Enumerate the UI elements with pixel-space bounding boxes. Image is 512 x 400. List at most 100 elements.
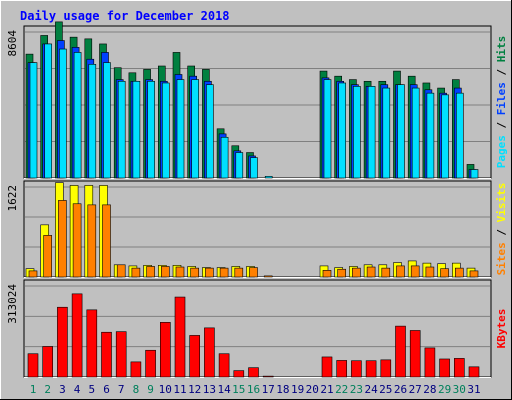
bar-sites-day-21	[322, 270, 332, 278]
bar-kbytes-day-26	[395, 325, 406, 378]
bar-kbytes-day-21	[321, 356, 333, 378]
day-label-20: 20	[306, 383, 319, 396]
day-label-15: 15	[232, 383, 245, 396]
bar-kbytes-day-11	[174, 296, 186, 378]
legend-entry-pages: Pages	[495, 135, 508, 168]
bar-pages-day-6	[103, 62, 111, 179]
bar-pages-day-9	[147, 80, 155, 179]
bar-pages-day-21	[323, 79, 332, 179]
chart-panels: 8604 Pages / Files / Hits 1622 Sites / Visi…	[6, 21, 508, 378]
day-label-29: 29	[438, 383, 451, 396]
bar-kbytes-day-2	[42, 346, 54, 378]
legend-entry-files: Files	[495, 82, 508, 115]
bar-pages-day-12	[191, 79, 199, 179]
bar-kbytes-day-24	[365, 360, 377, 378]
legend-separator: /	[495, 62, 508, 82]
bar-sites-day-16	[249, 267, 258, 278]
bar-sites-day-27	[410, 265, 420, 278]
day-label-26: 26	[394, 383, 407, 396]
day-label-10: 10	[159, 383, 172, 396]
day-label-23: 23	[350, 383, 363, 396]
bar-sites-day-7	[116, 264, 126, 278]
bar-sites-day-28	[425, 266, 435, 278]
bar-sites-day-8	[131, 267, 141, 278]
bar-kbytes-day-10	[160, 322, 171, 378]
bar-sites-day-12	[190, 267, 199, 278]
bar-pages-day-17	[264, 176, 273, 179]
day-label-9: 9	[147, 383, 154, 396]
bar-pages-day-4	[73, 52, 82, 179]
bar-pages-day-27	[411, 87, 420, 179]
bar-kbytes-day-3	[57, 306, 68, 378]
day-label-19: 19	[291, 383, 304, 396]
bar-kbytes-day-22	[336, 360, 348, 378]
bar-pages-day-23	[353, 86, 361, 179]
day-label-30: 30	[453, 383, 466, 396]
bar-sites-day-5	[87, 204, 97, 278]
bar-kbytes-day-9	[145, 349, 156, 378]
y-max-label: 1622	[6, 185, 19, 212]
bar-sites-day-2	[43, 235, 53, 278]
bar-pages-day-24	[367, 86, 376, 179]
legend-entry-sites: Sites	[495, 242, 508, 275]
day-label-8: 8	[133, 383, 140, 396]
panel-kbytes: 313024 KBytes	[6, 279, 508, 378]
legend-entry-hits: Hits	[495, 36, 508, 63]
day-label-3: 3	[59, 383, 66, 396]
day-label-24: 24	[364, 383, 378, 396]
legend-hits-files-pages: Pages / Files / Hits	[495, 36, 508, 169]
bar-pages-day-10	[162, 82, 170, 179]
legend-entry-visits: Visits	[495, 183, 508, 223]
panel-hits-files-pages: 8604 Pages / Files / Hits	[6, 21, 508, 179]
bar-sites-day-10	[161, 266, 170, 278]
bar-pages-day-25	[382, 87, 391, 179]
bar-pages-day-30	[455, 92, 464, 179]
bar-kbytes-day-1	[27, 353, 39, 378]
day-label-16: 16	[247, 383, 260, 396]
bar-kbytes-day-28	[424, 347, 436, 378]
day-label-25: 25	[379, 383, 392, 396]
bar-sites-day-23	[352, 267, 361, 278]
legend-visits-sites: Sites / Visits	[495, 183, 508, 276]
bar-sites-day-24	[366, 266, 376, 278]
day-label-18: 18	[276, 383, 289, 396]
bar-kbytes-day-23	[351, 360, 362, 378]
bar-pages-day-7	[117, 80, 126, 179]
bar-sites-day-1	[28, 270, 38, 278]
y-max-label: 313024	[6, 284, 19, 324]
bar-pages-day-2	[44, 43, 53, 179]
day-label-4: 4	[74, 383, 81, 396]
day-label-12: 12	[188, 383, 201, 396]
bar-sites-day-3	[58, 200, 67, 278]
bar-sites-day-14	[219, 267, 229, 278]
bar-sites-day-31	[469, 270, 479, 278]
bar-pages-day-1	[29, 62, 38, 179]
bar-sites-day-30	[454, 267, 464, 278]
bar-sites-day-29	[440, 268, 449, 278]
day-label-1: 1	[30, 383, 37, 396]
day-label-2: 2	[44, 383, 51, 396]
y-max-label: 8604	[6, 30, 19, 57]
bar-pages-day-22	[338, 82, 347, 179]
bar-sites-day-15	[234, 267, 244, 278]
day-label-13: 13	[203, 383, 216, 396]
bar-sites-day-22	[337, 268, 347, 278]
bar-pages-day-14	[220, 136, 229, 179]
bar-kbytes-day-15	[233, 370, 245, 378]
day-label-17: 17	[262, 383, 275, 396]
bar-sites-day-25	[381, 267, 391, 278]
bar-kbytes-day-30	[453, 358, 465, 378]
bar-kbytes-day-17	[262, 375, 274, 378]
legend-separator: /	[495, 115, 508, 135]
bar-kbytes-day-13	[204, 327, 215, 378]
bar-sites-day-11	[175, 266, 185, 278]
day-label-11: 11	[173, 383, 186, 396]
bar-kbytes-day-7	[115, 331, 127, 378]
bar-kbytes-day-5	[86, 309, 98, 378]
bar-kbytes-day-25	[380, 359, 392, 378]
chart-title: Daily usage for December 2018	[20, 9, 230, 23]
day-label-21: 21	[320, 383, 333, 396]
bar-pages-day-26	[397, 84, 405, 179]
day-label-31: 31	[467, 383, 480, 396]
bar-sites-day-9	[146, 266, 155, 278]
